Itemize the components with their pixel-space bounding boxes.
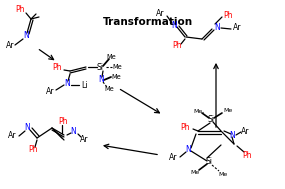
Text: Si: Si xyxy=(207,115,215,125)
Text: Ph: Ph xyxy=(242,150,252,160)
Text: N: N xyxy=(98,74,104,84)
Text: Li: Li xyxy=(81,81,87,90)
Text: Me: Me xyxy=(218,171,228,177)
Text: N: N xyxy=(64,78,70,88)
Text: Ar: Ar xyxy=(80,135,88,143)
Text: Si: Si xyxy=(205,157,213,167)
Text: N: N xyxy=(185,146,191,154)
Text: Ar: Ar xyxy=(169,153,177,161)
Text: Ar: Ar xyxy=(233,23,241,33)
Text: Me: Me xyxy=(111,74,121,80)
Text: Me: Me xyxy=(190,170,200,176)
Text: Me: Me xyxy=(223,108,233,114)
Text: Si: Si xyxy=(97,64,103,73)
Text: Ar: Ar xyxy=(241,126,249,136)
Text: Ph: Ph xyxy=(180,123,190,132)
Text: Me: Me xyxy=(106,54,116,60)
Text: Ph: Ph xyxy=(58,116,68,125)
Text: N: N xyxy=(23,32,29,40)
Text: N: N xyxy=(229,132,235,140)
Text: Ph: Ph xyxy=(15,5,25,15)
Text: Me: Me xyxy=(104,86,114,92)
Text: Ar: Ar xyxy=(46,87,54,95)
Text: Transformation: Transformation xyxy=(103,17,193,27)
Text: Ph: Ph xyxy=(223,12,233,20)
Text: Ar: Ar xyxy=(6,42,14,50)
Text: Ph: Ph xyxy=(52,64,62,73)
Text: N: N xyxy=(171,20,177,29)
Text: Ar: Ar xyxy=(8,132,16,140)
Text: N: N xyxy=(70,128,76,136)
Text: N: N xyxy=(24,123,30,132)
Text: Ph: Ph xyxy=(172,42,182,50)
Text: Ph: Ph xyxy=(28,146,38,154)
Text: Ar: Ar xyxy=(156,9,164,18)
Text: Me,: Me, xyxy=(194,108,205,114)
Text: Me: Me xyxy=(112,64,122,70)
Text: N: N xyxy=(214,22,220,32)
